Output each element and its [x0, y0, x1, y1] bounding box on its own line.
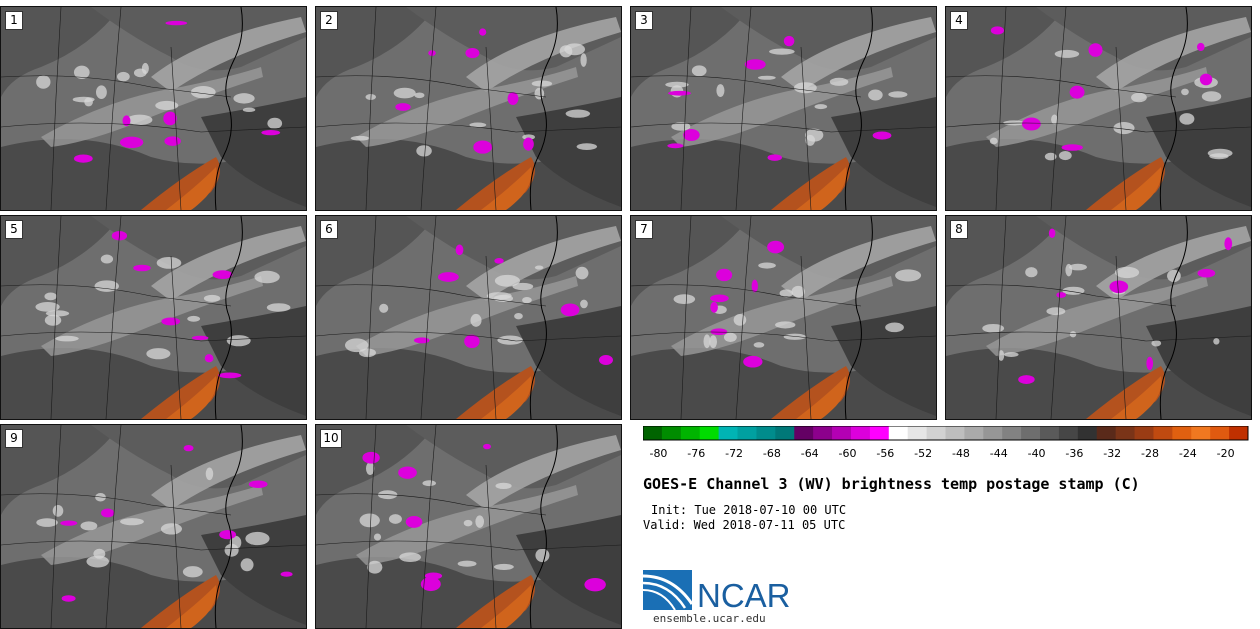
colorbar-swatch	[832, 426, 852, 440]
colorbar-swatch	[737, 426, 757, 440]
logo-text: NCAR	[697, 577, 791, 612]
colorbar-swatch	[1134, 426, 1154, 440]
wv-map	[631, 216, 936, 419]
wv-map	[316, 425, 621, 628]
colorbar-tick-label: -24	[1179, 447, 1197, 460]
colorbar-swatch	[699, 426, 720, 440]
wv-map	[946, 7, 1251, 210]
colorbar-tick-label: -56	[876, 447, 894, 460]
colorbar-swatch	[850, 426, 871, 440]
colorbar-swatch	[869, 426, 890, 440]
colorbar-swatch	[907, 426, 928, 440]
colorbar-tick-label: -28	[1141, 447, 1159, 460]
colorbar-swatch	[964, 426, 984, 440]
colorbar-swatch	[983, 426, 1003, 440]
panel-6[interactable]: 6	[315, 215, 622, 420]
colorbar-swatch	[888, 426, 909, 440]
panel-7[interactable]: 7	[630, 215, 937, 420]
colorbar-swatch	[1153, 426, 1173, 440]
wv-map	[1, 216, 306, 419]
panel-number: 8	[950, 220, 968, 239]
panel-number: 5	[5, 220, 23, 239]
colorbar-swatch	[1058, 426, 1079, 440]
colorbar-swatch	[1191, 426, 1211, 440]
panel-number: 10	[320, 429, 342, 448]
colorbar-tick-label: -80	[649, 447, 667, 460]
colorbar-swatch	[1040, 426, 1060, 440]
panel-3[interactable]: 3	[630, 6, 937, 211]
ncar-logo: NCAR	[643, 570, 791, 612]
colorbar-swatch	[813, 426, 833, 440]
colorbar-tick-label: -44	[990, 447, 1008, 460]
panel-2[interactable]: 2	[315, 6, 622, 211]
colorbar-swatch	[680, 426, 701, 440]
colorbar-tick-label: -40	[1028, 447, 1046, 460]
colorbar-swatch	[794, 426, 814, 440]
panel-number: 3	[635, 11, 653, 30]
panel-9[interactable]: 9	[0, 424, 307, 629]
colorbar-swatch	[945, 426, 965, 440]
colorbar-swatch	[1096, 426, 1117, 440]
colorbar-swatch	[1229, 426, 1249, 440]
panel-4[interactable]: 4	[945, 6, 1252, 211]
panel-10[interactable]: 10	[315, 424, 622, 629]
wv-map	[316, 7, 621, 210]
panel-number: 4	[950, 11, 968, 30]
colorbar-swatch	[718, 426, 739, 440]
colorbar-tick-label: -72	[725, 447, 743, 460]
colorbar-swatch	[1077, 426, 1098, 440]
colorbar-tick-label: -52	[914, 447, 932, 460]
colorbar-tick-label: -64	[801, 447, 819, 460]
colorbar-swatch	[1115, 426, 1136, 440]
colorbar: -80 -76 -72 -68 -64 -60 -56 -52 -48 -44 -40 -36 -32 -…	[643, 426, 1255, 460]
colorbar-tick-label: -60	[839, 447, 857, 460]
colorbar-tick-label: -20	[1217, 447, 1235, 460]
panel-number: 7	[635, 220, 653, 239]
panel-5[interactable]: 5	[0, 215, 307, 420]
colorbar-swatch	[926, 426, 946, 440]
panel-1[interactable]: 1	[0, 6, 307, 211]
colorbar-swatch	[1172, 426, 1192, 440]
colorbar-tick-label: -16	[1254, 447, 1255, 460]
colorbar-tick-label: -36	[1065, 447, 1083, 460]
colorbar-tick-label: -76	[687, 447, 705, 460]
colorbar-tick-label: -48	[952, 447, 970, 460]
wv-map	[631, 7, 936, 210]
panel-8[interactable]: 8	[945, 215, 1252, 420]
wv-map	[1, 425, 306, 628]
panel-number: 9	[5, 429, 23, 448]
valid-time: Valid: Wed 2018-07-11 05 UTC	[643, 518, 846, 532]
colorbar-swatch	[775, 426, 795, 440]
wv-map	[316, 216, 621, 419]
panel-number: 2	[320, 11, 338, 30]
site-url: ensemble.ucar.edu	[653, 612, 766, 625]
panel-number: 1	[5, 11, 23, 30]
colorbar-swatch	[643, 426, 663, 440]
colorbar-swatch	[1210, 426, 1230, 440]
colorbar-tick-label: -32	[1103, 447, 1121, 460]
init-time: Init: Tue 2018-07-10 00 UTC	[651, 503, 847, 517]
figure-title: GOES-E Channel 3 (WV) brightness temp po…	[643, 475, 1140, 493]
colorbar-swatch	[1021, 426, 1041, 440]
panel-number: 6	[320, 220, 338, 239]
colorbar-swatch	[1002, 426, 1022, 440]
colorbar-swatch	[756, 426, 776, 440]
colorbar-tick-label: -68	[763, 447, 781, 460]
wv-map	[1, 7, 306, 210]
wv-map	[946, 216, 1251, 419]
colorbar-swatch	[661, 426, 682, 440]
